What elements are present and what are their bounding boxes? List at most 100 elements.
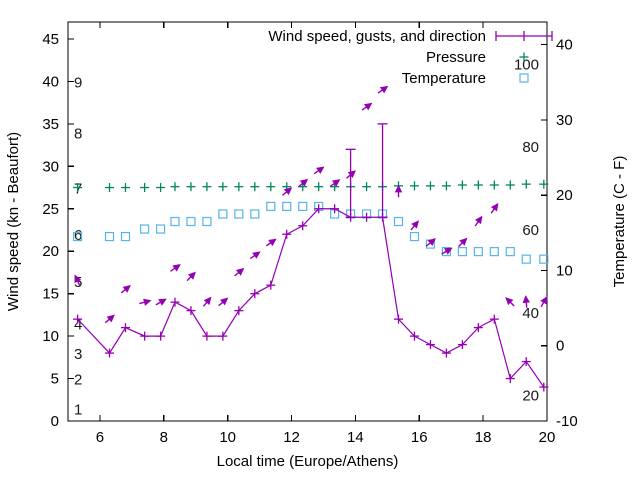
wind-speed-point (539, 382, 549, 392)
beaufort-scale-labels: 123456789 (74, 74, 82, 418)
y2-tick-label: 10 (556, 262, 573, 279)
y-tick-label: 20 (42, 243, 59, 260)
pressure-point (186, 182, 196, 192)
legend-label-2: Temperature (402, 70, 486, 87)
temperature-point (457, 247, 467, 257)
legend-label-1: Pressure (426, 49, 486, 66)
beaufort-label: 9 (74, 74, 82, 91)
wind-speed-point (202, 331, 212, 341)
temperature-point (250, 209, 260, 219)
wind-speed-point (521, 357, 531, 367)
wind-direction-arrow-icon (74, 274, 82, 287)
wind-speed-point (250, 289, 260, 299)
wind-direction-arrow-icon (474, 215, 483, 227)
wind-direction-arrow-icon (361, 102, 373, 111)
wind-direction-arrow-icon (234, 267, 245, 277)
temperature-point (72, 231, 83, 242)
wind-direction-arrow-icon (457, 237, 468, 248)
beaufort-label: 4 (74, 316, 82, 333)
fahrenheit-label: 80 (522, 139, 539, 156)
temperature-series (72, 201, 549, 264)
y-tick-label: 0 (51, 413, 59, 430)
wind-speed-point (473, 323, 483, 333)
wind-speed-point (362, 212, 372, 222)
y-tick-label: 30 (42, 158, 59, 175)
temperature-point (393, 216, 404, 227)
pressure-point (489, 180, 499, 190)
wind-direction-arrow-icon (155, 298, 167, 306)
pressure-point (314, 182, 324, 192)
pressure-point (170, 182, 180, 192)
pressure-point (457, 180, 467, 190)
y2-tick-label: -10 (556, 413, 578, 430)
temperature-point (140, 224, 150, 234)
y-tick-label: 10 (42, 328, 59, 345)
y-axis-ticks: 0 5 10 15 20 25 30 35 40 45 (42, 31, 74, 430)
fahrenheit-label: 40 (522, 305, 539, 322)
y2-axis-ticks: -10 0 10 20 30 40 (541, 37, 578, 430)
wind-speed-point (105, 348, 115, 358)
y2-tick-label: 40 (556, 37, 573, 54)
legend: Wind speed, gusts, and direction Pressure… (268, 28, 553, 87)
wind-direction-arrow-icon (170, 264, 181, 272)
wind-speed-point (425, 340, 435, 350)
wind-speed-point (234, 306, 244, 316)
beaufort-label: 6 (74, 227, 82, 244)
temperature-point (218, 209, 228, 219)
temperature-point (104, 231, 115, 242)
beaufort-label: 3 (74, 346, 82, 363)
pressure-point (441, 181, 451, 191)
temperature-point (202, 216, 212, 227)
y-tick-label: 40 (42, 73, 59, 90)
legend-marker-2 (519, 73, 529, 83)
wind-direction-arrow-icon (410, 220, 420, 231)
pressure-point (234, 182, 244, 192)
wind-speed-point (298, 221, 308, 231)
fahrenheit-label: 60 (522, 222, 539, 239)
wind-speed-point (170, 297, 180, 307)
pressure-point (362, 182, 372, 192)
wind-direction-arrow-icon (441, 247, 453, 255)
pressure-point (409, 181, 419, 191)
temperature-point (539, 254, 549, 264)
x-tick-label: 20 (539, 429, 556, 446)
plot-border (67, 21, 548, 422)
beaufort-label: 2 (74, 372, 82, 389)
pressure-point (521, 179, 531, 189)
wind-direction-arrow-icon (394, 184, 403, 198)
temperature-point (234, 209, 244, 219)
temperature-point (120, 231, 131, 242)
wind-speed-point (330, 204, 340, 214)
gust-errorbar (377, 123, 388, 218)
wind-speed-point (156, 331, 166, 341)
wind-speed-point (218, 331, 228, 341)
wind-direction-arrow-icon (120, 284, 131, 294)
wind-direction-arrow-icon (425, 238, 436, 247)
pressure-point (105, 183, 115, 193)
legend-label-0: Wind speed, gusts, and direction (268, 28, 486, 45)
wind-speed-line (77, 208, 545, 388)
wind-direction-arrow-icon (490, 202, 499, 214)
pressure-series (73, 179, 549, 193)
wind-direction-arrow-icon (282, 187, 293, 196)
beaufort-label: 8 (74, 125, 82, 142)
temperature-point (170, 216, 180, 227)
y-tick-label: 5 (51, 371, 59, 388)
legend-marker-0 (495, 31, 553, 41)
y2-axis-label: Temperature (C - F) (611, 156, 628, 288)
wind-direction-arrow-icon (329, 179, 341, 188)
temperature-point (489, 247, 499, 257)
x-tick-label: 14 (347, 429, 364, 446)
wind-direction-arrow-icon (139, 298, 152, 306)
wind-direction-arrows (74, 85, 548, 324)
wind-direction-arrow-icon (298, 178, 309, 188)
pressure-point (539, 179, 549, 189)
temperature-point (441, 247, 452, 257)
y-axis-label: Wind speed (kn - Beaufort) (5, 132, 22, 311)
wind-direction-arrow-icon (345, 170, 357, 179)
temperature-point (505, 247, 515, 257)
wind-direction-arrow-icon (218, 297, 229, 307)
wind-direction-arrow-icon (186, 271, 196, 282)
